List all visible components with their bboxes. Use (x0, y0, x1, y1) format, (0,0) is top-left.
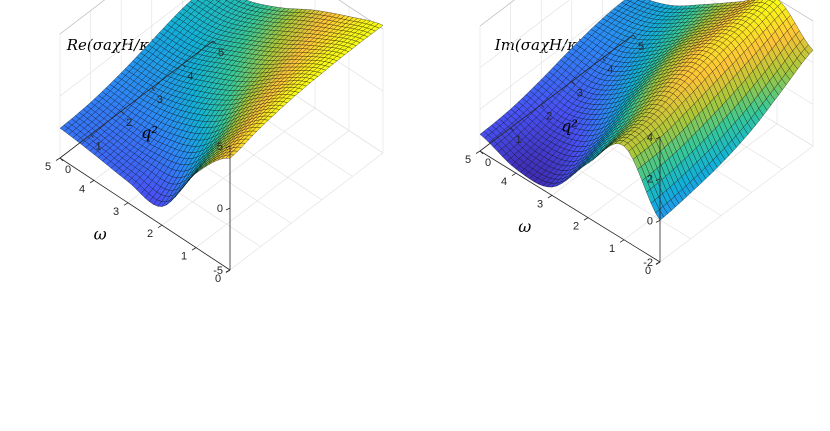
grid-line (659, 145, 814, 263)
grid-line (195, 130, 350, 248)
grid-line (229, 152, 384, 271)
omega-axis-line (479, 150, 661, 263)
q2-tick-label: 5 (638, 41, 644, 53)
z-tick-label: -5 (213, 265, 223, 277)
q2-tick (602, 57, 606, 62)
q2-axis-label: q² (561, 116, 578, 135)
z-tick (655, 219, 661, 223)
omega-tick-label: 0 (215, 273, 221, 285)
omega-tick (55, 157, 61, 161)
q2-tick-label: 2 (546, 111, 552, 123)
omega-tick-label: 2 (147, 228, 153, 240)
z-tick-label: 5 (217, 141, 223, 153)
z-tick (225, 269, 231, 273)
q2-tick-label: 3 (157, 94, 163, 106)
omega-tick-label: 2 (573, 221, 579, 233)
omega-axis-label: ω (94, 225, 107, 244)
q2-tick-label: 1 (516, 134, 522, 146)
q2-axis-line (479, 34, 634, 152)
surface-patch (215, 0, 221, 2)
omega-axis-label: ω (518, 217, 531, 236)
q2-tick (120, 110, 125, 115)
q2-tick (540, 104, 545, 108)
q2-tick (571, 81, 576, 85)
q2-tick (151, 87, 156, 92)
omega-tick-label: 4 (79, 183, 85, 195)
omega-tick (191, 247, 197, 251)
q2-tick (632, 34, 637, 39)
chart-panel-imaginary-part: Im(σaχH/κ), κμ̄₅ = 0.125, κμ̄ = 0.125 01… (465, 0, 814, 277)
z-tick (655, 136, 661, 140)
omega-tick-label: 3 (113, 206, 119, 218)
omega-axis-line (59, 157, 231, 271)
omega-tick (157, 224, 163, 229)
grid-line (161, 107, 316, 226)
omega-tick-label: 1 (609, 243, 615, 255)
z-tick-label: 0 (217, 203, 223, 215)
z-tick-label: -2 (643, 257, 653, 269)
q2-tick-label: 0 (485, 157, 491, 169)
z-tick-label: 2 (647, 174, 653, 186)
q2-tick-label: 2 (126, 117, 132, 129)
omega-tick (475, 150, 481, 154)
q2-axis-line (59, 40, 214, 159)
chart-panel-real-part: Re(σaχH/κ), κμ̄₅ = 0.125, κμ̄ = 0.125 01… (45, 0, 384, 285)
z-tick (655, 261, 661, 265)
omega-tick-label: 3 (537, 198, 543, 210)
q2-tick-label: 4 (607, 64, 613, 76)
omega-tick (583, 217, 589, 221)
omega-tick-label: 4 (501, 176, 507, 188)
omega-tick-label: 5 (465, 154, 471, 166)
omega-tick-label: 5 (45, 161, 51, 173)
surface (59, 0, 384, 207)
omega-tick (511, 172, 517, 177)
omega-tick (547, 195, 553, 199)
q2-tick (90, 134, 94, 138)
z-tick (225, 207, 231, 211)
z-tick (655, 178, 661, 182)
omega-tick (123, 202, 129, 206)
q2-tick-label: 0 (65, 164, 71, 176)
omega-tick-label: 0 (645, 265, 651, 277)
z-tick-label: 4 (647, 132, 653, 144)
q2-tick (182, 64, 186, 68)
q2-tick-label: 1 (96, 141, 102, 153)
omega-tick-label: 1 (181, 251, 187, 263)
q2-tick (479, 150, 484, 155)
q2-tick (212, 40, 217, 45)
omega-tick (619, 239, 625, 243)
q2-tick-label: 5 (218, 47, 224, 59)
q2-tick (510, 127, 514, 132)
omega-tick (89, 180, 95, 184)
z-tick-label: 0 (647, 215, 653, 227)
surface (479, 0, 814, 221)
z-tick (225, 145, 231, 149)
q2-tick-label: 4 (187, 70, 193, 82)
q2-axis-label: q² (141, 123, 158, 142)
q2-tick (59, 157, 64, 162)
q2-tick-label: 3 (577, 87, 583, 99)
